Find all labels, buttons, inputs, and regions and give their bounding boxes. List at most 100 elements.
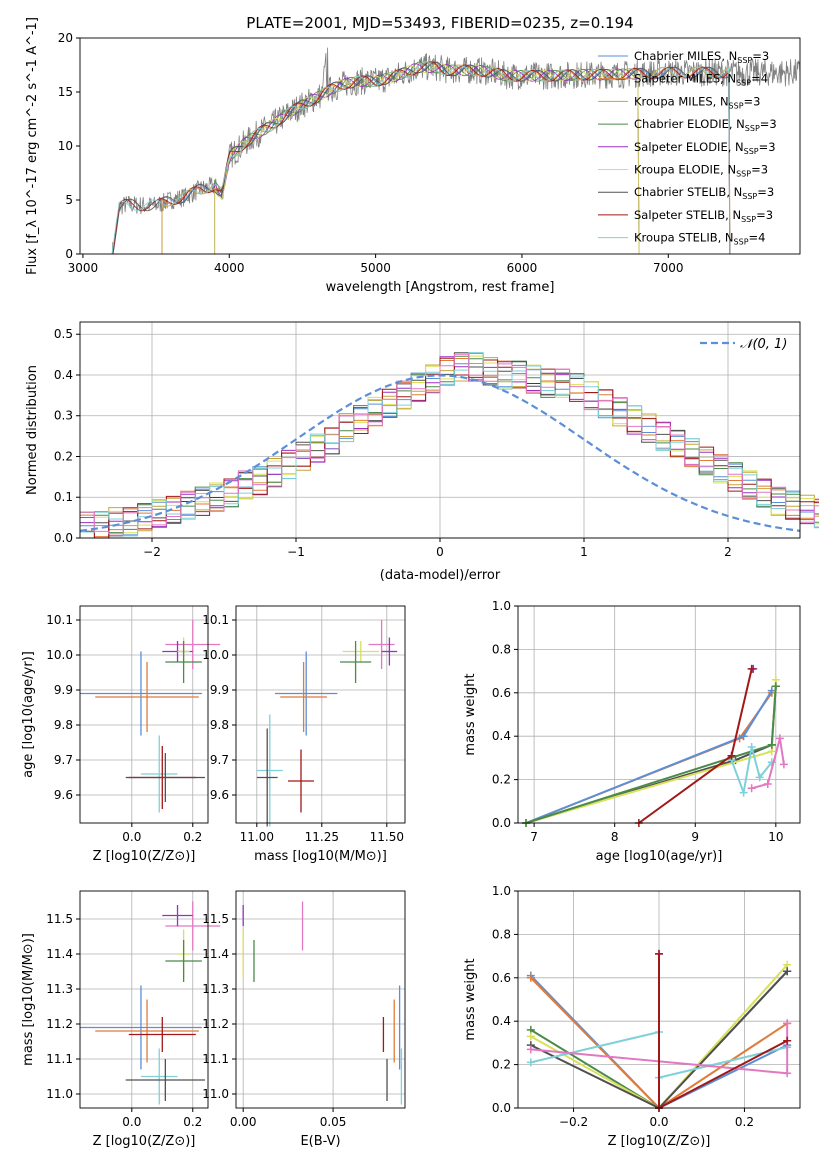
- x-tick-label: 0.00: [230, 1115, 257, 1129]
- y-tick-label: 0.8: [492, 642, 511, 656]
- y-axis-label: age [log10(age/yr)]: [21, 651, 36, 778]
- y-tick-label: 10: [58, 139, 73, 153]
- legend-series-name: Kroupa ELODIE, N: [634, 163, 736, 177]
- y-tick-label: 0.4: [54, 368, 73, 382]
- weight-marker: [739, 788, 748, 797]
- weight-marker: [779, 760, 788, 769]
- y-tick-label: 11.3: [46, 982, 73, 996]
- weight-marker: [526, 1032, 535, 1041]
- y-tick-label: 10.0: [46, 648, 73, 662]
- x-tick-label: 7000: [653, 261, 684, 275]
- y-tick-label: 0.0: [492, 1101, 511, 1115]
- x-tick-label: 11.00: [240, 830, 274, 844]
- weight-marker: [783, 1036, 792, 1045]
- legend-entry: Chabrier STELIB, NSSP=3: [634, 185, 774, 201]
- x-axis-label: (data-model)/error: [380, 568, 501, 583]
- weight-marker: [783, 967, 792, 976]
- y-tick-label: 9.6: [210, 788, 229, 802]
- weight-marker: [747, 743, 756, 752]
- weight-marker: [783, 1019, 792, 1028]
- y-tick-label: 0.6: [492, 686, 511, 700]
- model-spectrum-line: [161, 61, 731, 254]
- y-tick-label: 0.4: [492, 1014, 511, 1028]
- legend-subscript: SSP: [734, 238, 749, 247]
- x-tick-label: 7: [530, 830, 538, 844]
- weight-marker: [775, 734, 784, 743]
- histogram-step-line: [80, 352, 819, 537]
- legend-subscript: SSP: [736, 79, 751, 88]
- weight-marker: [526, 1045, 535, 1054]
- y-tick-label: 9.8: [210, 718, 229, 732]
- y-tick-label: 15: [58, 85, 73, 99]
- weight-marker: [767, 740, 776, 749]
- y-axis-label: mass [log10(M/M⊙)]: [21, 933, 36, 1066]
- y-tick-label: 0.8: [492, 927, 511, 941]
- weight-line: [525, 686, 777, 824]
- y-tick-label: 9.8: [54, 718, 73, 732]
- y-tick-label: 0.3: [54, 409, 73, 423]
- x-axis-label: mass [log10(M/M⊙)]: [254, 849, 387, 864]
- legend-nssp-value: =3: [756, 208, 773, 222]
- legend-series-name: Salpeter STELIB, N: [634, 208, 741, 222]
- legend-nssp-value: =3: [757, 185, 774, 199]
- x-tick-label: 0.2: [735, 1115, 754, 1129]
- y-tick-label: 10.1: [202, 613, 229, 627]
- legend-series-name: Chabrier STELIB, N: [634, 185, 742, 199]
- legend-nssp-value: =3: [759, 140, 776, 154]
- y-tick-label: 9.6: [54, 788, 73, 802]
- legend-entry: Salpeter MILES, NSSP=4: [634, 72, 768, 88]
- y-tick-label: 11.5: [202, 912, 229, 926]
- weight-marker: [727, 751, 736, 760]
- residual-histogram-panel: −2 −1 0 1 2 0.0 0.1 0.2 0.3 0.4 0.5 (data-model)/er…: [25, 321, 819, 583]
- model-spectrum-line: [214, 62, 640, 254]
- legend-entry: Kroupa MILES, NSSP=3: [634, 94, 760, 110]
- x-tick-label: −2: [143, 545, 161, 559]
- spectrum-panel: 3000 4000 5000 6000 7000 0 5 10 15 20 PLATE=2001, …: [25, 14, 801, 295]
- legend-series-name: Salpeter ELODIE, N: [634, 140, 744, 154]
- axes-frame: [517, 890, 801, 1109]
- metallicity-age-panel: 0.0 0.2 9.6 9.7 9.8 9.9 10.0 10.1 Z [log10(Z/Z⊙)…: [21, 605, 221, 864]
- x-axis-label: age [log10(age/yr)]: [596, 849, 723, 864]
- axes-frame: [79, 37, 801, 255]
- extinction-mass-panel: 0.00 0.05 11.0 11.1 11.2 11.3 11.4 11.5 E(B-V): [202, 890, 406, 1149]
- axes-frame: [235, 890, 406, 1109]
- x-axis-label: E(B-V): [300, 1134, 340, 1149]
- x-tick-label: 0.2: [183, 830, 202, 844]
- x-tick-label: −0.2: [559, 1115, 588, 1129]
- y-tick-label: 0.2: [492, 773, 511, 787]
- y-tick-label: 0.0: [54, 531, 73, 545]
- legend-nssp-value: =3: [752, 49, 769, 63]
- mass-age-panel: 11.00 11.25 11.50 9.6 9.7 9.8 9.9 10.0 10.1 mass …: [202, 605, 406, 864]
- histogram-step-line: [80, 352, 819, 537]
- y-tick-label: 9.7: [54, 753, 73, 767]
- legend-entry: Salpeter STELIB, NSSP=3: [634, 208, 773, 224]
- legend-nssp-value: =3: [751, 163, 768, 177]
- legend-nssp-value: =4: [751, 72, 768, 86]
- legend-series-name: Kroupa STELIB, N: [634, 231, 734, 245]
- legend-subscript: SSP: [729, 101, 744, 110]
- x-tick-label: 3000: [68, 261, 99, 275]
- weight-marker: [747, 664, 756, 673]
- histogram-step-line: [80, 352, 819, 536]
- weight-marker: [526, 973, 535, 982]
- x-tick-label: 4000: [214, 261, 245, 275]
- y-tick-label: 9.9: [54, 683, 73, 697]
- x-tick-label: −1: [287, 545, 305, 559]
- x-tick-label: 0.2: [183, 1115, 202, 1129]
- legend-nssp-value: =3: [744, 94, 761, 108]
- y-axis-label: mass weight: [463, 673, 478, 755]
- model-spectrum-line: [111, 61, 731, 254]
- axes-frame: [235, 605, 406, 824]
- spectrum-lines: [111, 47, 800, 254]
- y-tick-label: 9.9: [210, 683, 229, 697]
- y-tick-label: 0.0: [492, 816, 511, 830]
- legend-entry: Chabrier ELODIE, NSSP=3: [634, 117, 777, 133]
- x-tick-label: 6000: [507, 261, 538, 275]
- y-axis-label: Normed distribution: [25, 365, 40, 495]
- legend-subscript: SSP: [745, 124, 760, 133]
- y-tick-label: 0: [65, 247, 73, 261]
- y-tick-label: 11.1: [46, 1052, 73, 1066]
- weight-line: [751, 738, 785, 790]
- x-axis-label: Z [log10(Z/Z⊙)]: [608, 1134, 711, 1149]
